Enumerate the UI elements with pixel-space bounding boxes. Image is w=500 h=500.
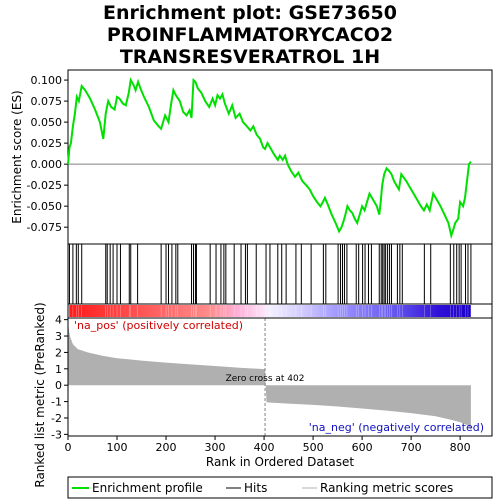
es-y-tick-label: 0.025 (31, 137, 63, 150)
es-y-tick-label: 0.000 (31, 158, 63, 171)
metric-x-tick-label: 800 (450, 441, 471, 454)
legend: Enrichment profile Hits Ranking metric sco… (67, 476, 493, 499)
metric-x-tick-label: 700 (401, 441, 422, 454)
legend-label: Enrichment profile (92, 481, 203, 495)
title-line-3: TRANSRESVERATROL 1H (119, 46, 381, 68)
metric-y-axis-label: Ranked list metric (PreRanked) (33, 302, 47, 487)
metric-y-tick-label: 0 (55, 379, 62, 392)
title-line-2: PROINFLAMMATORYCACO2 (106, 24, 394, 46)
metric-y-tick-label: 2 (55, 346, 62, 359)
metric-plot-frame (67, 317, 493, 437)
es-y-tick-label: -0.050 (27, 200, 62, 213)
metric-y-tick-label: 4 (55, 314, 62, 327)
title-line-1: Enrichment plot: GSE73650 (103, 2, 397, 24)
metric-x-tick-label: 500 (303, 441, 324, 454)
metric-y-tick-label: -2 (51, 412, 62, 425)
es-y-tick-label: -0.025 (27, 179, 62, 192)
metric-y-tick-label: -1 (51, 396, 62, 409)
legend-label: Hits (244, 481, 267, 495)
hits-panel (67, 243, 493, 305)
es-y-tick-label: 0.050 (31, 116, 63, 129)
zero-cross-label: Zero cross at 402 (226, 374, 305, 384)
metric-x-tick-label: 300 (205, 441, 226, 454)
metric-x-tick-label: 100 (107, 441, 128, 454)
metric-y-tick-label: 3 (55, 330, 62, 343)
metric-y-tick-label: -3 (51, 428, 62, 441)
es-y-tick-label: 0.100 (31, 74, 63, 87)
x-axis-label: Rank in Ordered Dataset (206, 455, 354, 469)
es-y-tick-label: 0.075 (31, 95, 63, 108)
hits-frame (67, 243, 493, 305)
gradient-bar-panel (67, 303, 493, 319)
negative-correlation-label: 'na_neg' (negatively correlated) (309, 421, 484, 434)
chart-title: Enrichment plot: GSE73650 PROINFLAMMATOR… (0, 2, 500, 68)
legend-box (67, 476, 493, 499)
metric-panel: -3 -2 -1 0 1 2 3 4 0 100 200 300 400 500 600 700 800 Rank… (33, 302, 493, 488)
es-y-tick-label: -0.075 (27, 221, 62, 234)
ranking-metric-area (68, 321, 471, 431)
metric-x-tick-label: 200 (156, 441, 177, 454)
es-y-axis-label: Enrichment score (ES) (10, 90, 24, 223)
metric-x-tick-label: 0 (65, 441, 72, 454)
legend-label: Ranking metric scores (320, 481, 453, 495)
metric-x-tick-label: 400 (254, 441, 275, 454)
es-panel: -0.075 -0.050 -0.025 0.000 0.025 0.050 0.075 0.… (10, 69, 493, 245)
metric-y-tick-label: 1 (55, 363, 62, 376)
enrichment-profile-line (67, 77, 472, 240)
positive-correlation-label: 'na_pos' (positively correlated) (74, 319, 243, 332)
metric-x-tick-label: 600 (352, 441, 373, 454)
